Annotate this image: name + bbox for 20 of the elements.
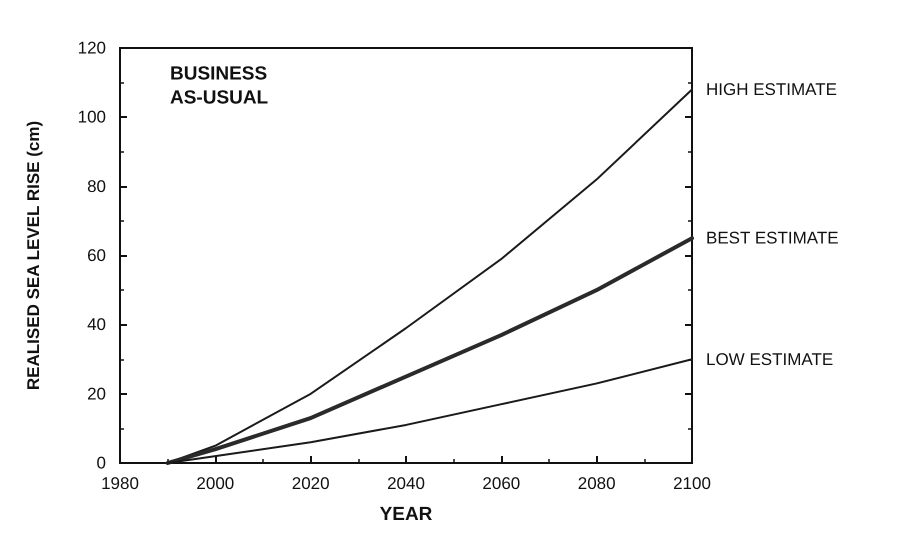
y-tick-label: 120 [78,38,106,58]
y-tick-label: 20 [87,384,106,404]
y-axis-title: REALISED SEA LEVEL RISE (cm) [24,120,43,390]
series-label: BEST ESTIMATE [706,228,839,248]
x-axis-title: YEAR [380,504,433,525]
legend-label: HIGH ESTIMATE [706,80,837,99]
x-tick-label: 2040 [387,474,425,493]
y-tick-label: 60 [87,246,106,265]
y-tick-label: 100 [78,108,106,127]
x-tick-label: 1980 [101,474,139,493]
x-tick-label: 2000 [196,474,234,493]
x-tick-label: 2100 [673,474,711,493]
x-tick-label: 2020 [292,474,330,493]
legend-label: LOW ESTIMATE [706,350,834,369]
x-tick-label: 2080 [578,474,616,493]
x-tick-label: 2060 [482,474,520,493]
y-tick-label: 0 [96,454,106,472]
y-tick-label: 40 [87,315,106,334]
annotation: BUSINESS AS-USUAL [170,64,269,108]
y-tick-label: 80 [87,176,106,196]
